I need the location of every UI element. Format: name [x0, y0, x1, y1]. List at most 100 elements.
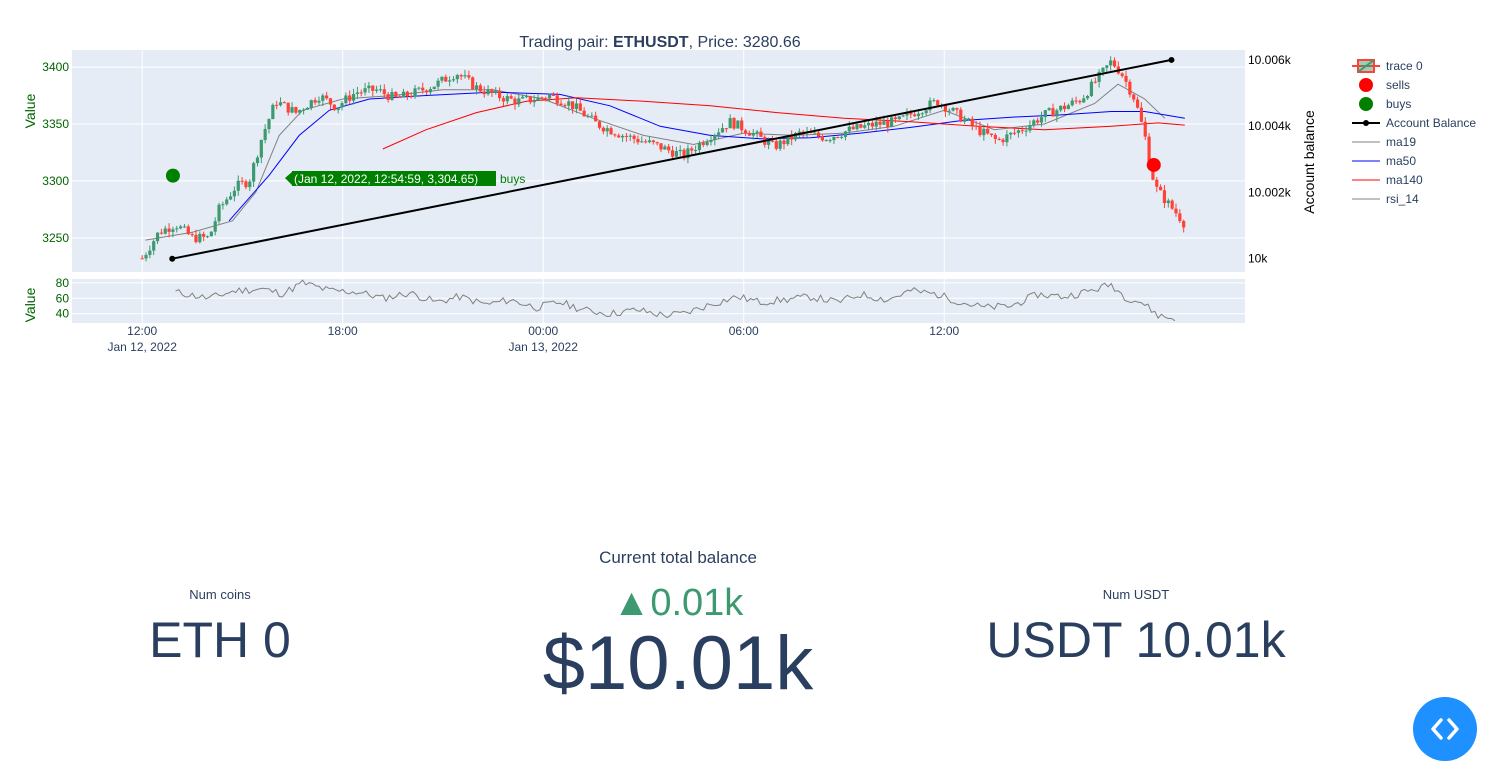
- num-coins-value: ETH 0: [149, 612, 291, 668]
- price-tick-label: 3250: [42, 231, 69, 245]
- candle-body: [1066, 105, 1070, 110]
- legend-item-ma140[interactable]: ma140: [1352, 173, 1423, 187]
- legend-item-buys[interactable]: buys: [1359, 97, 1411, 111]
- candle-body: [836, 137, 840, 139]
- candle-body: [855, 124, 859, 130]
- legend-item-rsi_14[interactable]: rsi_14: [1352, 192, 1419, 206]
- trade-markers[interactable]: [165, 157, 1161, 183]
- num-coins-label: Num coins: [189, 587, 251, 602]
- current-balance-title: Current total balance: [599, 548, 757, 567]
- candle-body: [497, 90, 502, 99]
- candle-body: [678, 149, 682, 152]
- legend-label: sells: [1386, 78, 1410, 92]
- candle-body: [974, 125, 978, 127]
- candle-body: [989, 133, 994, 135]
- buys-marker: [165, 168, 180, 183]
- candle-body: [1012, 132, 1017, 134]
- candle-body: [959, 109, 963, 122]
- rsi-14-path: [175, 279, 1176, 322]
- candle-body: [1062, 105, 1067, 110]
- candle-body: [1051, 108, 1055, 117]
- candle-body: [1174, 208, 1178, 214]
- candle-body: [601, 127, 605, 132]
- candle-body: [424, 90, 429, 93]
- candle-body: [202, 233, 206, 237]
- candle-body: [175, 228, 179, 230]
- candle-body: [567, 101, 571, 106]
- candle-body: [905, 112, 909, 116]
- account-balance-point: [169, 255, 176, 262]
- candle-body: [521, 96, 525, 99]
- candle-body: [313, 100, 317, 103]
- candle-body: [1155, 179, 1159, 187]
- candle-body: [886, 121, 890, 127]
- candle-body: [1047, 108, 1051, 111]
- candle-body: [870, 122, 874, 127]
- candle-body: [840, 136, 844, 138]
- candle-body: [198, 233, 202, 243]
- candle-body: [221, 204, 225, 206]
- candle-body: [494, 90, 498, 93]
- candle-body: [936, 100, 940, 106]
- candle-body: [367, 85, 371, 89]
- candle-body: [532, 100, 536, 103]
- account-balance-path: [172, 58, 1172, 260]
- candle-body: [551, 94, 555, 96]
- candle-body: [793, 133, 798, 140]
- candle-body: [709, 140, 713, 143]
- candle-body: [1074, 100, 1078, 102]
- candle-body: [517, 98, 521, 105]
- candle-body: [355, 92, 359, 94]
- candle-body: [428, 89, 433, 93]
- candle-body: [474, 85, 479, 90]
- candle-body: [448, 80, 452, 82]
- code-toggle-button[interactable]: [1413, 697, 1477, 761]
- candle-body: [882, 121, 886, 125]
- candle-body: [148, 250, 152, 255]
- candle-body: [751, 133, 755, 136]
- candle-body: [1043, 110, 1047, 118]
- candle-body: [163, 228, 167, 234]
- legend-marker-icon: [1359, 97, 1373, 111]
- chart-legend[interactable]: trace 0 sells buys Account Balance ma19 ma50 m…: [1352, 59, 1476, 206]
- account-balance-line[interactable]: [169, 56, 1175, 262]
- candle-body: [790, 134, 794, 140]
- candle-body: [1109, 60, 1113, 66]
- candlestick-series[interactable]: [140, 56, 1186, 262]
- candle-body: [209, 231, 213, 237]
- candle-body: [440, 76, 444, 81]
- candle-body: [1005, 134, 1009, 143]
- candle-body: [828, 140, 832, 142]
- legend-item-account-balance[interactable]: Account Balance: [1352, 116, 1476, 130]
- legend-item-ma50[interactable]: ma50: [1352, 154, 1416, 168]
- candle-body: [951, 107, 955, 111]
- candle-body: [1085, 96, 1090, 99]
- candle-body: [847, 126, 851, 132]
- ma50-line: [228, 91, 1185, 222]
- candle-body: [913, 114, 917, 117]
- tooltip-text: (Jan 12, 2022, 12:54:59, 3,304.65): [294, 172, 478, 186]
- candle-body: [797, 131, 801, 134]
- candle-body: [740, 120, 744, 131]
- legend-item-trace-0[interactable]: trace 0: [1352, 59, 1423, 73]
- balance-axis-title: Account balance: [1301, 110, 1317, 214]
- candle-body: [282, 102, 286, 104]
- candle-body: [1016, 130, 1021, 133]
- code-icon: [1431, 718, 1459, 740]
- candle-body: [651, 140, 655, 143]
- candle-body: [578, 103, 582, 111]
- rsi-plot-area[interactable]: [72, 279, 1245, 323]
- rsi-line[interactable]: [175, 279, 1176, 322]
- legend-item-ma19[interactable]: ma19: [1352, 135, 1416, 149]
- candle-body: [301, 109, 306, 111]
- candle-body: [267, 119, 271, 130]
- candle-body: [455, 75, 459, 80]
- candle-body: [755, 131, 759, 134]
- candle-body: [1055, 110, 1059, 117]
- candle-body: [309, 100, 313, 108]
- legend-point-icon: [1363, 120, 1369, 126]
- candle-body: [278, 102, 283, 106]
- legend-item-sells[interactable]: sells: [1359, 78, 1410, 92]
